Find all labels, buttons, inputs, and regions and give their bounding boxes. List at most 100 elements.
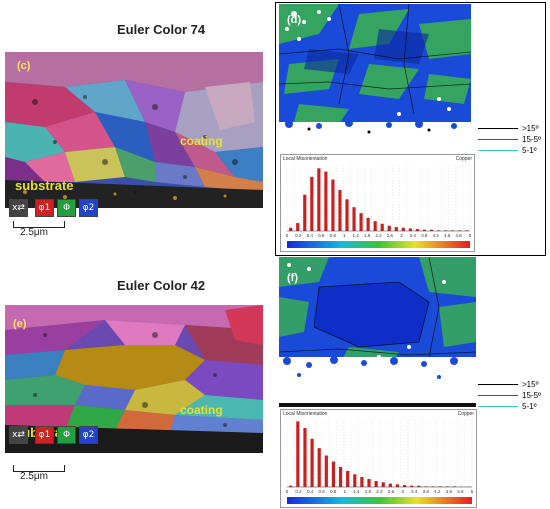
hist-d-bar xyxy=(387,225,391,231)
hist-f-tick-label: 4.8 xyxy=(457,489,464,494)
hist-d-bar xyxy=(331,179,335,231)
hist-d-bar xyxy=(408,228,412,231)
hist-f-bar xyxy=(388,483,392,487)
hist-f-bar xyxy=(289,485,293,487)
hist-f-bar xyxy=(338,466,343,487)
hist-d-tick-label: 2.2 xyxy=(375,233,382,238)
panel-c-title: Euler Color 74 xyxy=(117,22,206,37)
legend-label-low: 5-1º xyxy=(522,146,537,155)
hist-d-tick-label: 0.2 xyxy=(295,233,302,238)
hist-f-tick-label: 0.8 xyxy=(330,489,337,494)
hist-d-tick-label: 3.4 xyxy=(410,233,417,238)
hist-d-bar xyxy=(380,223,384,231)
hist-f-bar xyxy=(346,470,350,487)
hist-d-tick-label: 0 xyxy=(286,233,289,238)
hist-d-bar xyxy=(324,171,328,231)
hist-d-bar xyxy=(443,230,448,231)
swap-axis-button[interactable]: x⇄ xyxy=(9,199,28,217)
hist-d-bar xyxy=(359,213,363,231)
hist-f-tick-label: 3.4 xyxy=(411,489,418,494)
phi1-button-2[interactable]: φ1 xyxy=(35,426,54,444)
kam-map-d: (d) xyxy=(279,4,471,152)
histogram-f: Local Misorientation Copper 0 0.2 0.4 0.6 0.… xyxy=(280,409,477,508)
euler-map-c: (c) coating substrate xyxy=(5,52,263,208)
hist-d-tick-label: 5 xyxy=(469,233,472,238)
hist-f-bar xyxy=(310,438,314,487)
hist-f-bar xyxy=(360,476,364,487)
hist-f-bar xyxy=(331,461,336,487)
histogram-f-header-left: Local Misorientation xyxy=(283,411,328,417)
hist-f-tick-label: 0.2 xyxy=(295,489,302,494)
phi2-button-2[interactable]: φ2 xyxy=(79,426,98,444)
hist-d-bar xyxy=(366,217,370,231)
hist-d-tick-label: 1.4 xyxy=(352,233,359,238)
hist-f-bar xyxy=(402,484,407,487)
histogram-d-header-right: Copper xyxy=(455,156,472,162)
hist-f-tick-label: 0.6 xyxy=(319,489,326,494)
histogram-d: Local Misorientation Copper 0 0.2 0.4 0.6 0.… xyxy=(280,154,475,252)
hist-d-tick-label: 0.8 xyxy=(330,233,337,238)
hist-d-tick-label: 4.2 xyxy=(433,233,440,238)
hist-f-bar xyxy=(452,486,456,487)
hist-f-tick-label: 1.8 xyxy=(365,489,372,494)
histogram-d-header-left: Local Misorientation xyxy=(283,156,328,162)
hist-f-tick-label: 1 xyxy=(344,489,347,494)
hist-d-tick-label: 4.8 xyxy=(455,233,462,238)
hist-f-tick-label: 4.6 xyxy=(446,489,453,494)
phi2-button[interactable]: φ2 xyxy=(79,199,98,217)
hist-d-color-scale xyxy=(287,241,470,248)
hist-d-bar xyxy=(352,207,356,231)
Phi-button-2[interactable]: Φ xyxy=(57,426,76,444)
hist-f-tick-label: 5 xyxy=(471,489,474,494)
panel-e-title: Euler Color 42 xyxy=(117,278,206,293)
hist-d-bar xyxy=(465,230,469,231)
legend-line-mid-2 xyxy=(478,395,518,396)
hist-d-tick-label: 3 xyxy=(400,233,403,238)
kam-map-f-image xyxy=(279,257,476,407)
histogram-f-plot: 0 0.2 0.4 0.6 0.8 1 1.4 1.8 2.2 2.6 3 3.4 3.8 4.2 4.6 4… xyxy=(286,420,474,504)
hist-f-bar xyxy=(445,486,449,487)
hist-d-bar xyxy=(394,227,398,231)
legend-line-mid xyxy=(478,139,518,140)
panel-e-coating-label: coating xyxy=(180,403,223,417)
hist-d-bar xyxy=(373,221,377,231)
hist-f-bar xyxy=(296,421,300,487)
scale-label-e: 2.5μm xyxy=(20,471,48,482)
legend-label-mid-2: 15-5º xyxy=(522,391,541,400)
hist-f-bar xyxy=(324,455,328,487)
legend-label-high: >15º xyxy=(522,124,539,133)
hist-f-bar xyxy=(317,448,321,487)
legend-label-low-2: 5-1º xyxy=(522,402,537,411)
hist-d-bar xyxy=(317,168,321,231)
histogram-d-plot: 0 0.2 0.4 0.6 0.8 1 1.4 1.8 2.2 2.6 3 3.4 3.8 4.2 4.6 4… xyxy=(286,165,472,248)
hist-f-bar xyxy=(431,486,435,487)
hist-d-bar xyxy=(338,190,342,231)
Phi-button[interactable]: Φ xyxy=(57,199,76,217)
hist-f-bar xyxy=(438,486,442,487)
hist-d-bar xyxy=(450,230,455,231)
hist-f-tick-label: 2.2 xyxy=(376,489,383,494)
panel-c-substrate-label: substrate xyxy=(15,178,74,193)
panel-e-tag: (e) xyxy=(13,318,27,330)
panel-f-tag: (f) xyxy=(287,272,298,284)
hist-d-bar xyxy=(458,230,462,231)
hist-f-tick-label: 4.2 xyxy=(434,489,441,494)
panel-c-tag: (c) xyxy=(17,60,31,72)
legend-label-mid: 15-5º xyxy=(522,135,541,144)
phi1-button[interactable]: φ1 xyxy=(35,199,54,217)
hist-f-tick-label: 2.6 xyxy=(388,489,395,494)
hist-f-tick-label: 0.4 xyxy=(307,489,314,494)
legend-line-high xyxy=(478,128,518,129)
hist-f-bar xyxy=(374,480,378,487)
hist-d-tick-label: 4.6 xyxy=(444,233,451,238)
hist-f-bar xyxy=(395,484,400,487)
hist-f-tick-label: 0 xyxy=(286,489,289,494)
hist-d-bar xyxy=(296,223,300,231)
hist-d-bar xyxy=(422,229,427,231)
hist-f-tick-label: 3 xyxy=(401,489,404,494)
histogram-f-header-right: Copper xyxy=(457,411,474,417)
kam-map-d-image xyxy=(279,4,471,152)
hist-d-tick-label: 1 xyxy=(343,233,346,238)
scale-bar-c xyxy=(13,221,65,228)
swap-axis-button-2[interactable]: x⇄ xyxy=(9,426,28,444)
